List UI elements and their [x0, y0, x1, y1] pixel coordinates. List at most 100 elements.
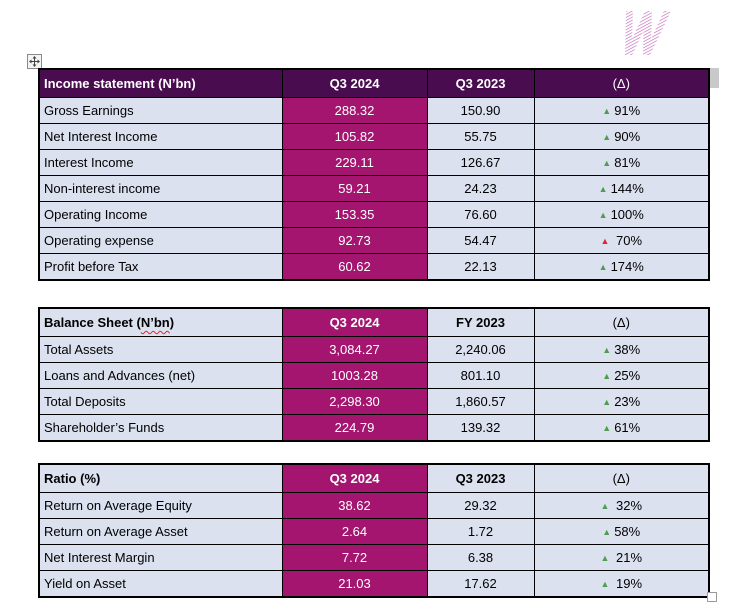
row-label: Loans and Advances (net) — [38, 362, 283, 389]
col-header-q3-2023: Q3 2023 — [426, 463, 535, 493]
delta-cell: ▲ 70% — [533, 227, 710, 254]
col-header-q3-2023: Q3 2023 — [426, 68, 535, 98]
value-q3-2023: 24.23 — [426, 175, 535, 202]
table-title-text: Balance Sheet ( — [44, 315, 141, 330]
row-label: Shareholder’s Funds — [38, 414, 283, 442]
delta-value: 70% — [612, 233, 643, 248]
delta-value: 32% — [612, 498, 643, 513]
delta-value: 23% — [614, 394, 641, 409]
value-q3-2023: 55.75 — [426, 123, 535, 150]
value-q3-2023: 1.72 — [426, 518, 535, 545]
delta-cell: ▲ 91% — [533, 97, 710, 124]
table-row: Profit before Tax 60.62 22.13 ▲ 174% — [38, 253, 710, 281]
delta-up-icon: ▲ — [598, 262, 608, 272]
delta-up-icon: ▲ — [602, 371, 612, 381]
col-header-q3-2024: Q3 2024 — [281, 307, 428, 337]
table-row: Return on Average Asset 2.64 1.72 ▲ 58% — [38, 518, 710, 545]
value-q3-2024: 224.79 — [281, 414, 428, 442]
table-move-handle[interactable] — [27, 54, 42, 69]
table-row: Total Deposits 2,298.30 1,860.57 ▲ 23% — [38, 388, 710, 415]
row-label: Yield on Asset — [38, 570, 283, 598]
row-label: Non-interest income — [38, 175, 283, 202]
value-fy-2023: 2,240.06 — [426, 336, 535, 363]
row-label: Operating Income — [38, 201, 283, 228]
delta-value: 38% — [614, 342, 641, 357]
delta-up-icon: ▲ — [600, 579, 610, 589]
table-row: Net Interest Margin 7.72 6.38 ▲ 21% — [38, 544, 710, 571]
row-label: Net Interest Margin — [38, 544, 283, 571]
row-label: Profit before Tax — [38, 253, 283, 281]
value-q3-2024: 229.11 — [281, 149, 428, 176]
delta-up-icon: ▲ — [602, 106, 612, 116]
row-label: Total Deposits — [38, 388, 283, 415]
value-q3-2023: 17.62 — [426, 570, 535, 598]
row-label: Net Interest Income — [38, 123, 283, 150]
ratio-table: Ratio (%) Q3 2024 Q3 2023 (Δ) Return on … — [38, 463, 710, 598]
delta-value: 90% — [614, 129, 641, 144]
col-header-delta: (Δ) — [533, 68, 710, 98]
value-q3-2023: 126.67 — [426, 149, 535, 176]
table-resize-handle[interactable] — [707, 592, 717, 602]
delta-up-icon: ▲ — [602, 345, 612, 355]
delta-up-icon: ▲ — [598, 184, 608, 194]
value-q3-2023: 54.47 — [426, 227, 535, 254]
row-label: Operating expense — [38, 227, 283, 254]
table-header-row: Income statement (N’bn) Q3 2024 Q3 2023 … — [38, 68, 710, 98]
table-header-row: Ratio (%) Q3 2024 Q3 2023 (Δ) — [38, 463, 710, 493]
delta-cell: ▲ 19% — [533, 570, 710, 598]
delta-value: 19% — [612, 576, 643, 591]
delta-up-icon: ▲ — [602, 397, 612, 407]
delta-value: 25% — [614, 368, 641, 383]
delta-value: 81% — [614, 155, 641, 170]
row-label: Total Assets — [38, 336, 283, 363]
delta-cell: ▲ 25% — [533, 362, 710, 389]
scrollbar-fragment[interactable] — [709, 68, 719, 88]
table-title: Balance Sheet (N’bn) — [38, 307, 283, 337]
delta-up-icon: ▲ — [602, 158, 612, 168]
balance-sheet-table: Balance Sheet (N’bn) Q3 2024 FY 2023 (Δ)… — [38, 307, 710, 442]
income-statement-table: Income statement (N’bn) Q3 2024 Q3 2023 … — [38, 68, 710, 281]
wema-bank-w-logo — [625, 11, 670, 55]
delta-value: 61% — [614, 420, 641, 435]
delta-up-icon: ▲ — [602, 527, 612, 537]
value-fy-2023: 139.32 — [426, 414, 535, 442]
delta-cell: ▲ 144% — [533, 175, 710, 202]
value-q3-2024: 38.62 — [281, 492, 428, 519]
value-q3-2024: 153.35 — [281, 201, 428, 228]
value-q3-2024: 59.21 — [281, 175, 428, 202]
misspelled-word: N’bn — [140, 315, 170, 330]
value-q3-2024: 1003.28 — [281, 362, 428, 389]
table-title: Ratio (%) — [38, 463, 283, 493]
delta-up-icon: ▲ — [600, 553, 610, 563]
table-title: Income statement (N’bn) — [38, 68, 283, 98]
delta-up-icon: ▲ — [602, 423, 612, 433]
table-header-row: Balance Sheet (N’bn) Q3 2024 FY 2023 (Δ) — [38, 307, 710, 337]
table-row: Loans and Advances (net) 1003.28 801.10 … — [38, 362, 710, 389]
delta-cell: ▲ 174% — [533, 253, 710, 281]
col-header-delta: (Δ) — [533, 307, 710, 337]
delta-cell: ▲ 38% — [533, 336, 710, 363]
value-fy-2023: 1,860.57 — [426, 388, 535, 415]
row-label: Interest Income — [38, 149, 283, 176]
table-row: Non-interest income 59.21 24.23 ▲ 144% — [38, 175, 710, 202]
delta-cell: ▲ 81% — [533, 149, 710, 176]
delta-cell: ▲ 21% — [533, 544, 710, 571]
col-header-delta: (Δ) — [533, 463, 710, 493]
row-label: Return on Average Equity — [38, 492, 283, 519]
value-fy-2023: 801.10 — [426, 362, 535, 389]
value-q3-2023: 29.32 — [426, 492, 535, 519]
value-q3-2024: 7.72 — [281, 544, 428, 571]
delta-value: 144% — [610, 181, 644, 196]
delta-up-icon: ▲ — [600, 501, 610, 511]
table-row: Net Interest Income 105.82 55.75 ▲ 90% — [38, 123, 710, 150]
delta-value: 58% — [614, 524, 641, 539]
value-q3-2023: 150.90 — [426, 97, 535, 124]
delta-value: 21% — [612, 550, 643, 565]
delta-up-icon: ▲ — [602, 132, 612, 142]
delta-cell: ▲ 100% — [533, 201, 710, 228]
delta-cell: ▲ 90% — [533, 123, 710, 150]
value-q3-2024: 105.82 — [281, 123, 428, 150]
table-row: Operating Income 153.35 76.60 ▲ 100% — [38, 201, 710, 228]
value-q3-2023: 76.60 — [426, 201, 535, 228]
